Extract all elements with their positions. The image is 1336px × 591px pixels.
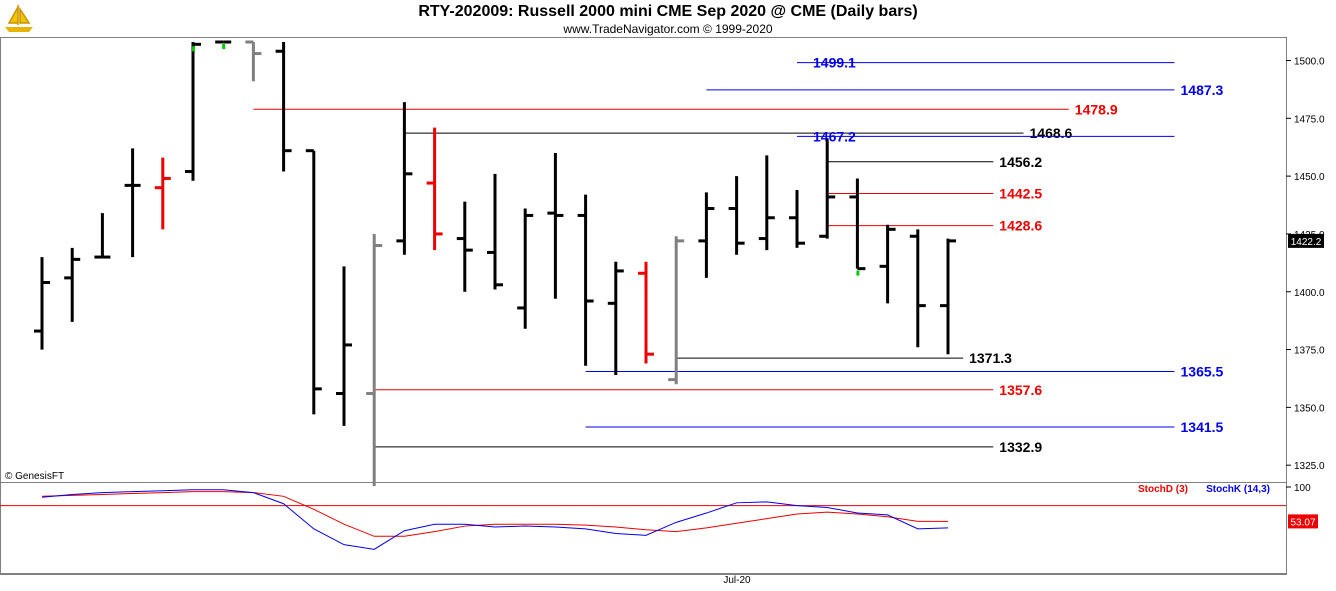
stoch-series-line <box>41 489 949 550</box>
chart-frame <box>0 37 1287 575</box>
ohlc-bar <box>305 149 322 415</box>
ohlc-bar <box>245 40 262 82</box>
stoch-last-value-label: 53.07 <box>1290 517 1315 528</box>
ohlc-bar <box>849 178 866 271</box>
level-label: 1456.2 <box>999 154 1042 170</box>
level-label: 1467.2 <box>813 128 856 144</box>
chart-title: RTY-202009: Russell 2000 mini CME Sep 20… <box>418 3 918 20</box>
price-bars <box>34 40 956 486</box>
ohlc-bar <box>34 257 50 350</box>
ohlc-bar <box>819 139 836 239</box>
y-tick-label: 1325.0 <box>1294 461 1325 472</box>
level-label: 1478.9 <box>1075 101 1118 117</box>
y-tick-label: 1400.0 <box>1294 288 1325 299</box>
ohlc-bar <box>728 176 745 255</box>
ohlc-bar <box>789 190 805 248</box>
ohlc-bar <box>94 213 111 259</box>
close-marker <box>192 46 195 52</box>
level-label: 1357.6 <box>999 382 1042 398</box>
ohlc-bar <box>547 153 564 299</box>
stoch-series-line <box>41 491 948 537</box>
ohlc-bar <box>124 148 141 258</box>
ohlc-bar <box>517 208 534 329</box>
ohlc-bar <box>185 42 201 181</box>
level-label: 1332.9 <box>999 439 1042 455</box>
ohlc-bar <box>426 127 443 251</box>
chart-subtitle: www.TradeNavigator.com © 1999-2020 <box>563 22 773 36</box>
level-label: 1341.5 <box>1181 419 1224 435</box>
legend-stochk: StochK (14,3) <box>1206 484 1270 495</box>
y-tick-label: 1475.0 <box>1294 114 1325 125</box>
ohlc-bar <box>577 194 594 366</box>
plot-border <box>0 37 1287 575</box>
stoch-y-tick-label: 100 <box>1294 483 1311 494</box>
ohlc-bar <box>909 229 926 348</box>
level-label: 1371.3 <box>969 350 1012 366</box>
sailing-ship-logo-icon <box>5 4 33 32</box>
ohlc-bar <box>396 102 413 255</box>
y-tick-label: 1500.0 <box>1294 57 1325 68</box>
ohlc-bar <box>940 238 956 355</box>
legend-stochd: StochD (3) <box>1138 484 1188 495</box>
ohlc-bar <box>668 236 685 385</box>
ohlc-bar <box>366 233 383 486</box>
level-label: 1487.3 <box>1181 82 1224 98</box>
level-label: 1365.5 <box>1181 364 1224 380</box>
x-axis-tick-label: Jul-20 <box>723 575 751 586</box>
level-label: 1428.6 <box>999 218 1042 234</box>
ohlc-bar <box>607 261 624 375</box>
ohlc-bar <box>638 261 654 364</box>
price-axis: 1500.01475.01450.01425.01400.01375.01350… <box>1286 57 1325 472</box>
ohlc-bar <box>456 201 473 292</box>
ohlc-bar <box>879 224 896 304</box>
last-price-label: 1422.2 <box>1291 237 1322 248</box>
last-price-box <box>1288 233 1324 248</box>
ohlc-bar <box>154 157 171 230</box>
y-tick-label: 1375.0 <box>1294 346 1325 357</box>
level-label: 1442.5 <box>999 185 1042 201</box>
ohlc-bar <box>336 266 352 426</box>
close-marker <box>856 270 860 276</box>
y-tick-label: 1350.0 <box>1294 403 1325 414</box>
ohlc-bar <box>758 155 775 251</box>
level-label: 1468.6 <box>1030 125 1073 141</box>
stochastic-panel: 100 StochD (3) StochK (14,3) 53.07 <box>0 483 1318 550</box>
level-label: 1499.1 <box>813 55 856 71</box>
close-marker <box>222 44 226 49</box>
ohlc-bar <box>487 173 503 290</box>
copyright-label: © GenesisFT <box>5 471 64 482</box>
ohlc-bar <box>698 192 715 278</box>
ohlc-bar <box>275 42 292 172</box>
y-tick-label: 1450.0 <box>1294 172 1325 183</box>
stoch-last-value-box <box>1288 514 1318 529</box>
ohlc-bar <box>64 247 81 322</box>
